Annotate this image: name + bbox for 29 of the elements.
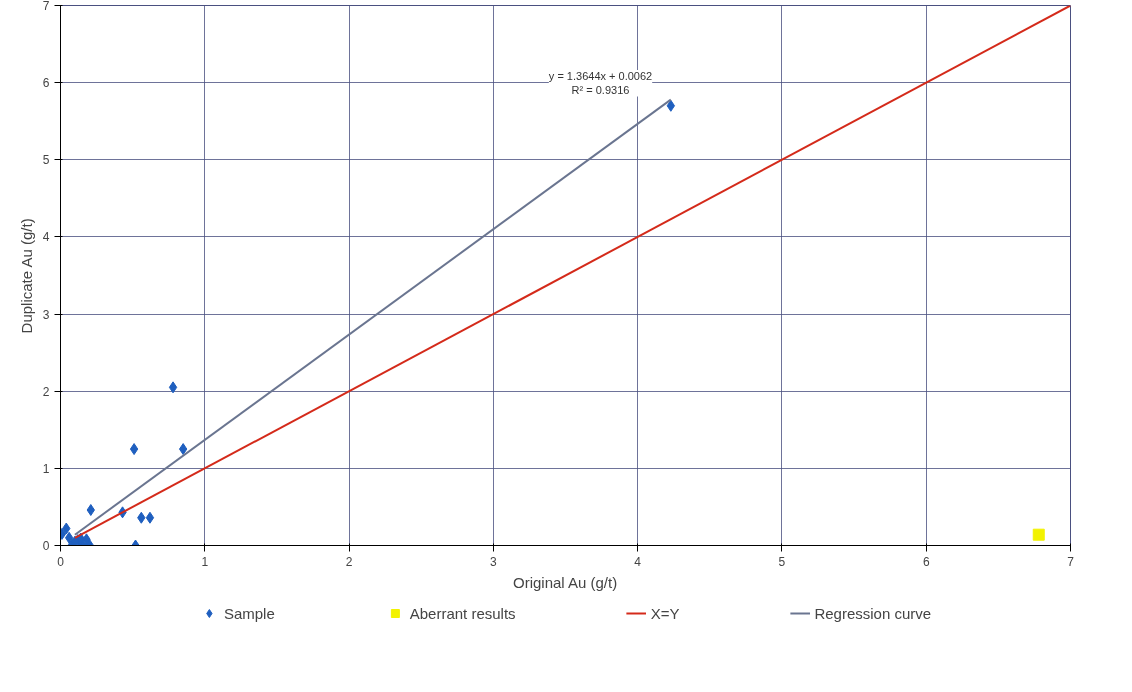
point: [178, 443, 188, 456]
y-tick-label: 6: [42, 76, 50, 91]
annotation: y = 1.3644x + 0.0062 R² = 0.9316: [548, 70, 653, 97]
x-tick-label: 4: [634, 554, 642, 569]
legend-label: Sample: [223, 604, 275, 622]
x-tick-label: 3: [490, 554, 498, 569]
legend-label: Regression curve: [814, 604, 932, 622]
x-tick-label: 5: [778, 554, 786, 569]
x-tick-label: 2: [345, 554, 353, 569]
y-tick-label: 0: [42, 539, 50, 553]
y-tick-label: 1: [42, 461, 50, 476]
x-tick-label: 7: [1067, 554, 1075, 569]
y-tick-label: 5: [42, 153, 50, 168]
x-tick-label: 1: [201, 554, 209, 569]
x-tick-label: 0: [57, 554, 65, 569]
legend-label: Aberrant results: [409, 604, 516, 622]
y-axis-title: Duplicate Au (g/t): [17, 218, 35, 334]
y-tick-label: 4: [42, 230, 50, 245]
y-tick-label: 2: [42, 384, 50, 399]
point: [64, 531, 74, 544]
legend-label: X=Y: [650, 604, 680, 622]
point: [129, 443, 139, 456]
point: [1032, 528, 1045, 541]
y-tick-label: 3: [42, 307, 50, 322]
point: [168, 381, 178, 394]
point: [145, 511, 155, 524]
x-axis-title: Original Au (g/t): [512, 573, 618, 591]
y-tick-label: 7: [42, 0, 50, 13]
x-tick-label: 6: [922, 554, 930, 569]
